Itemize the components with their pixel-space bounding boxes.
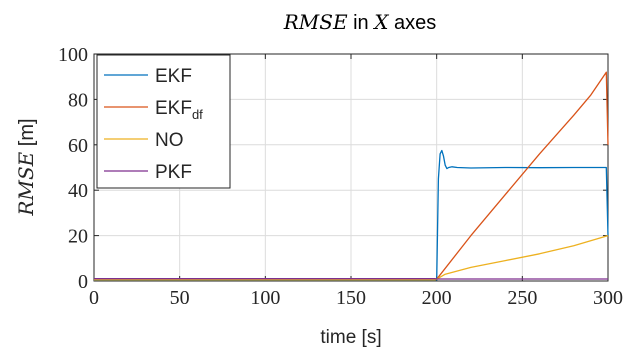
title-var: X [372, 10, 389, 34]
axis-ticks: 0 50 100 150 200 250 300 0 20 40 60 80 100 [58, 44, 623, 309]
x-tick-label: 100 [250, 287, 280, 309]
x-tick-label: 50 [170, 287, 190, 309]
legend: EKF EKFdf NO PKF [96, 54, 231, 189]
series-line-no [94, 234, 609, 281]
legend-label: NO [155, 130, 184, 151]
legend-label: PKF [155, 162, 192, 183]
y-tick-label: 100 [58, 44, 88, 66]
title-math: RMSE [283, 10, 348, 34]
x-tick-label: 250 [507, 287, 537, 309]
series-line-ekf [94, 149, 609, 281]
chart-title: RMSE in X axes [283, 10, 437, 34]
x-tick-label: 0 [89, 287, 99, 309]
title-in: in [348, 12, 375, 34]
legend-label: EKFdf [155, 98, 203, 122]
y-tick-label: 0 [78, 271, 88, 293]
series-layer [94, 71, 609, 281]
legend-box [96, 54, 231, 189]
y-axis-label-math: RMSE [14, 151, 38, 216]
y-tick-label: 60 [68, 135, 88, 157]
x-tick-label: 300 [593, 287, 623, 309]
x-tick-label: 200 [422, 287, 452, 309]
x-tick-label: 150 [336, 287, 366, 309]
y-axis-label-unit: [m] [16, 118, 38, 151]
x-axis-label: time [s] [320, 327, 381, 348]
y-tick-label: 20 [68, 226, 88, 248]
y-tick-label: 40 [68, 180, 88, 202]
y-axis-label: RMSE [m] [14, 118, 38, 216]
legend-label: EKF [155, 66, 192, 87]
y-tick-label: 80 [68, 89, 88, 111]
title-axes: axes [388, 12, 436, 34]
